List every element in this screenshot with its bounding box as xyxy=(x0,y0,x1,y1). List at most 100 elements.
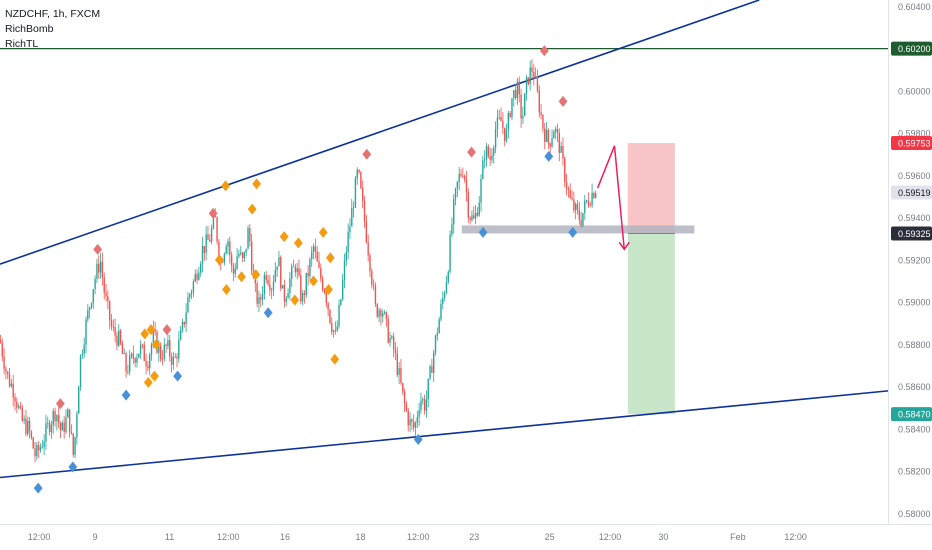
candle-body xyxy=(449,234,451,272)
candle-body xyxy=(358,169,360,173)
candle-body xyxy=(110,320,113,327)
candle-body xyxy=(250,241,253,271)
candle-body xyxy=(17,406,20,408)
symbol-title[interactable]: NZDCHF, 1h, FXCM xyxy=(5,8,101,20)
candle-body xyxy=(514,90,517,99)
candle-body xyxy=(593,192,595,198)
candle-body xyxy=(483,159,486,161)
trend-line-0[interactable] xyxy=(0,0,760,265)
candle-body xyxy=(172,357,175,365)
candle-body xyxy=(544,128,546,142)
candle-body xyxy=(32,437,34,449)
price-tick-label: 0.60400 xyxy=(898,2,931,12)
candle-body xyxy=(341,279,344,300)
candle-body xyxy=(39,447,42,451)
signal-marker-high xyxy=(539,45,549,57)
candle-body xyxy=(103,277,105,293)
candle-body xyxy=(451,224,453,235)
candle-body xyxy=(43,441,45,447)
projection-path[interactable] xyxy=(596,145,626,250)
candle-body xyxy=(442,297,444,304)
candle-body xyxy=(79,355,82,387)
candle-body xyxy=(551,138,553,147)
candle-body xyxy=(554,128,557,132)
candle-body xyxy=(240,252,242,254)
candle-body xyxy=(150,344,153,355)
candle-body xyxy=(503,127,506,141)
time-tick-label: 30 xyxy=(658,532,668,542)
candle-body xyxy=(329,309,331,323)
candle-body xyxy=(494,129,497,148)
indicator-richtl[interactable]: RichTL xyxy=(5,38,39,50)
candle-body xyxy=(589,205,591,206)
candle-body xyxy=(281,285,284,289)
signal-marker-mid xyxy=(324,283,333,295)
candle-body xyxy=(169,340,171,357)
candle-body xyxy=(127,371,129,373)
candle-body xyxy=(63,422,65,432)
price-tick-label: 0.59000 xyxy=(898,298,931,308)
candle-body xyxy=(511,97,513,117)
candle-body xyxy=(312,246,315,252)
candle-body xyxy=(538,90,540,113)
candle-body xyxy=(7,371,9,375)
candle-body xyxy=(165,344,167,347)
candle-body xyxy=(351,208,353,227)
candle-body xyxy=(407,410,409,426)
candle-body xyxy=(68,409,71,433)
candle-body xyxy=(81,353,84,356)
candle-body xyxy=(112,326,115,328)
candle-body xyxy=(83,344,85,354)
candle-body xyxy=(16,401,18,408)
candle-body xyxy=(256,283,258,304)
candle-body xyxy=(574,203,577,211)
candle-body xyxy=(98,263,100,273)
candle-body xyxy=(454,188,457,199)
price-axis[interactable]: 0.60400 0.60200 0.60000 0.59800 0.59600 0.594… xyxy=(898,2,931,519)
signal-marker-mid xyxy=(221,180,230,192)
candle-body xyxy=(185,312,187,325)
candle-body xyxy=(99,261,102,273)
time-tick-label: 9 xyxy=(93,532,98,542)
candle-body xyxy=(500,117,502,121)
candle-body xyxy=(531,67,533,73)
candle-body xyxy=(382,313,384,317)
candle-body xyxy=(345,252,348,261)
candle-body xyxy=(493,147,495,156)
time-tick-label: 16 xyxy=(280,532,290,542)
signal-marker-mid xyxy=(222,283,231,295)
price-tick-label: 0.59800 xyxy=(898,129,931,139)
candle-body xyxy=(92,289,94,304)
candle-body xyxy=(207,234,209,240)
candle-body xyxy=(276,266,278,271)
candle-body xyxy=(229,241,231,256)
plot-background xyxy=(0,0,888,524)
candle-body xyxy=(425,399,428,411)
candle-body xyxy=(498,117,500,118)
time-tick-label: 23 xyxy=(469,532,479,542)
candle-body xyxy=(340,299,342,305)
candle-body xyxy=(580,220,582,226)
price-tag-label: 0.60200 xyxy=(898,44,931,54)
candle-body xyxy=(212,214,215,229)
trend-line-1[interactable] xyxy=(0,390,889,479)
candle-body xyxy=(474,212,477,219)
candle-body xyxy=(318,261,320,268)
candle-body xyxy=(292,266,295,268)
signal-marker-low xyxy=(568,226,578,238)
candle-body xyxy=(88,307,91,311)
signal-marker-mid xyxy=(150,370,159,382)
candle-body xyxy=(139,344,142,354)
time-axis[interactable]: 12:00 9 11 12:00 16 18 12:00 23 25 12:00 30 Feb 12:0… xyxy=(28,532,807,542)
candle-body xyxy=(134,358,136,363)
candle-body xyxy=(198,272,200,280)
candle-body xyxy=(502,120,504,128)
signal-marker-mid xyxy=(146,324,156,336)
signal-marker-mid xyxy=(214,254,224,266)
indicator-richbomb[interactable]: RichBomb xyxy=(5,23,54,35)
candle-body xyxy=(392,336,395,350)
candle-body xyxy=(305,272,307,295)
candle-body xyxy=(221,261,224,263)
candle-body xyxy=(78,386,80,414)
